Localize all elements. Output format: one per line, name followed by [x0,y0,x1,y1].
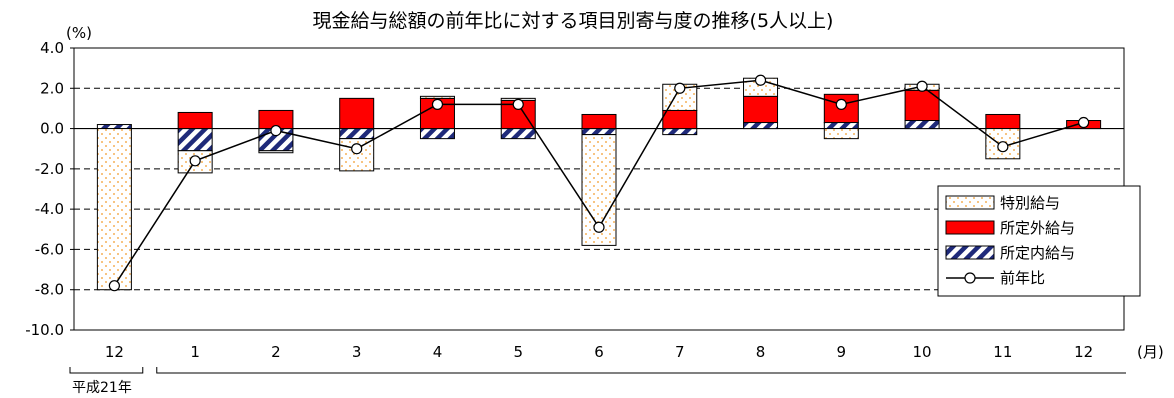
bar-segment [743,122,779,130]
x-category-label: 3 [352,343,362,361]
legend-label-overtime: 所定外給与 [1000,219,1075,237]
bar-segment [581,128,617,136]
y-tick-label: -10.0 [25,321,64,339]
y-tick-label: -4.0 [35,200,64,218]
yoy-point [351,143,363,155]
legend-marker-yoy [964,272,976,284]
x-category-label: 12 [1074,343,1093,361]
x-category-label: 1 [190,343,200,361]
year-bracket-prev [69,367,144,374]
bar-segment [339,128,375,140]
yoy-point [593,221,605,233]
bar-segment [581,113,617,130]
bar-segment [419,95,455,99]
yoy-point [1078,116,1090,129]
x-category-label: 5 [513,343,523,361]
x-category-label: 11 [993,343,1012,361]
y-tick-label: -2.0 [35,160,64,178]
y-axis-unit: (%) [66,24,92,42]
bar-segment [177,111,213,130]
x-axis-unit: (月) [1137,343,1164,361]
legend-label-yoy: 前年比 [1000,269,1045,287]
bar-segment [177,128,213,152]
bar-segment [823,122,859,130]
yoy-point [916,80,928,92]
x-category-label: 8 [756,343,766,361]
bar-segment [985,113,1021,130]
legend-swatch-special [945,195,995,210]
yoy-point [997,141,1009,153]
y-tick-label: 2.0 [40,79,64,97]
x-category-label: 6 [594,343,604,361]
x-category-label: 12 [105,343,124,361]
bar-segment [500,128,536,140]
year-label: 平成21年 [72,380,132,396]
y-tick-label: -8.0 [35,281,64,299]
bar-segment [823,128,859,140]
x-category-label: 2 [271,343,281,361]
legend-swatch-overtime [945,220,995,235]
legend-swatch-scheduled [945,245,995,260]
yoy-point [835,98,847,111]
bar-segment [904,120,940,130]
bar-segment [419,128,455,140]
bar-segment [339,97,375,130]
yoy-point [189,155,201,167]
line-layer [108,74,1090,292]
year-bracket-current [156,367,1126,374]
x-category-label: 7 [675,343,685,361]
legend-label-special: 特別給与 [1000,194,1060,212]
bar-segment [258,150,294,154]
bar-segment [662,128,698,136]
x-category-label: 10 [913,343,932,361]
bar-segment [96,124,132,130]
x-categories: 12 1 2 3 4 5 6 7 8 9 10 11 12 [69,343,1126,374]
legend-label-scheduled: 所定内給与 [1000,244,1075,262]
chart-title: 現金給与総額の前年比に対する項目別寄与度の推移(5人以上) [313,10,834,32]
bar-segment [904,89,940,122]
y-tick-label: -6.0 [35,240,64,258]
yoy-point [431,98,444,111]
yoy-point [270,124,282,137]
bar-segment [662,109,698,130]
x-category-label: 9 [837,343,847,361]
yoy-point [512,98,524,111]
x-category-label: 4 [433,343,443,361]
y-ticks: 4.0 2.0 0.0 -2.0 -4.0 -6.0 -8.0 -10.0 [25,39,74,339]
y-tick-label: 0.0 [40,120,64,138]
yoy-point [754,74,767,86]
yoy-point [108,280,120,292]
bar-segment [743,95,779,124]
yoy-point [674,82,686,94]
bar-segment [96,128,132,291]
legend: 特別給与 所定外給与 所定内給与 前年比 [937,185,1141,297]
y-tick-label: 4.0 [40,39,64,57]
